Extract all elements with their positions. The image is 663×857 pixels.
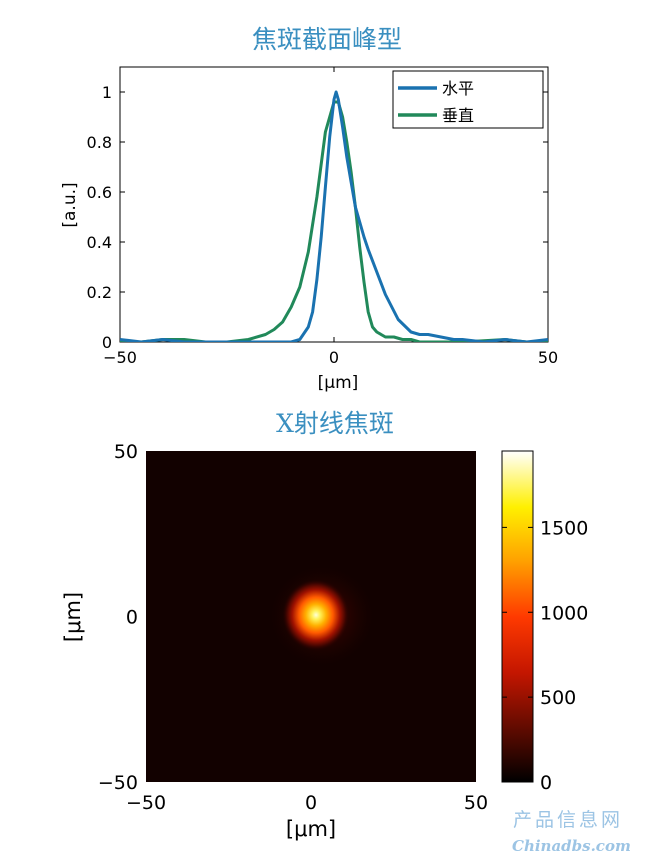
colorbar-tick-label: 1500 (540, 517, 588, 539)
colorbar: 0 500 1000 1500 (501, 450, 588, 794)
watermark-url: Chinadbs.com (512, 837, 631, 855)
heatmap-y-tick-label: −50 (98, 772, 138, 794)
heatmap-x-tick-label: 50 (464, 792, 488, 814)
profile-legend: 水平 垂直 (392, 70, 544, 129)
profile-x-tick-label: −50 (103, 348, 137, 367)
watermark-cn: 产品信息网 (513, 809, 623, 831)
colorbar-tick-label: 500 (540, 687, 576, 709)
profile-x-tick-label: 50 (538, 348, 558, 367)
colorbar-tick-label: 1000 (540, 602, 588, 624)
heatmap-y-axis-label: [μm] (61, 592, 85, 642)
profile-y-tick-label: 0.6 (87, 183, 112, 202)
profile-series-lines (120, 90, 548, 342)
colorbar-ticks: 0 500 1000 1500 (502, 517, 588, 794)
heatmap-x-tick-label: −50 (126, 792, 166, 814)
colorbar-tick-label: 0 (540, 772, 552, 794)
heatmap-focal-spot (282, 579, 350, 651)
profile-x-axis-label: [μm] (318, 373, 359, 393)
profile-y-tick-label: 0.8 (87, 133, 112, 152)
profile-chart-title: 焦斑截面峰型 (252, 25, 402, 54)
colorbar-gradient (501, 450, 534, 783)
heatmap-y-tick-label: 0 (126, 607, 138, 629)
profile-y-tick-label: 1 (102, 83, 112, 102)
profile-y-tick-label: 0 (102, 333, 112, 352)
focal-spot-chart: X射线焦斑 −50 0 50 −50 0 50 [μm] [μm] 0 500 1000 150… (61, 409, 588, 841)
series-line-horizontal (120, 90, 548, 342)
focal-spot-title: X射线焦斑 (276, 409, 394, 438)
legend-box (392, 70, 544, 129)
profile-y-axis-label: [a.u.] (60, 182, 80, 227)
profile-y-tick-label: 0.4 (87, 233, 112, 252)
profile-y-tick-label: 0.2 (87, 283, 112, 302)
series-line-vertical (120, 100, 548, 342)
profile-x-tick-label: 0 (329, 348, 339, 367)
legend-label-horizontal: 水平 (442, 79, 474, 98)
legend-label-vertical: 垂直 (442, 106, 474, 125)
heatmap-axis-ticks: −50 0 50 −50 0 50 (98, 441, 488, 814)
heatmap-y-tick-label: 50 (114, 441, 138, 463)
heatmap-x-axis-label: [μm] (286, 817, 336, 841)
heatmap-x-tick-label: 0 (305, 792, 317, 814)
